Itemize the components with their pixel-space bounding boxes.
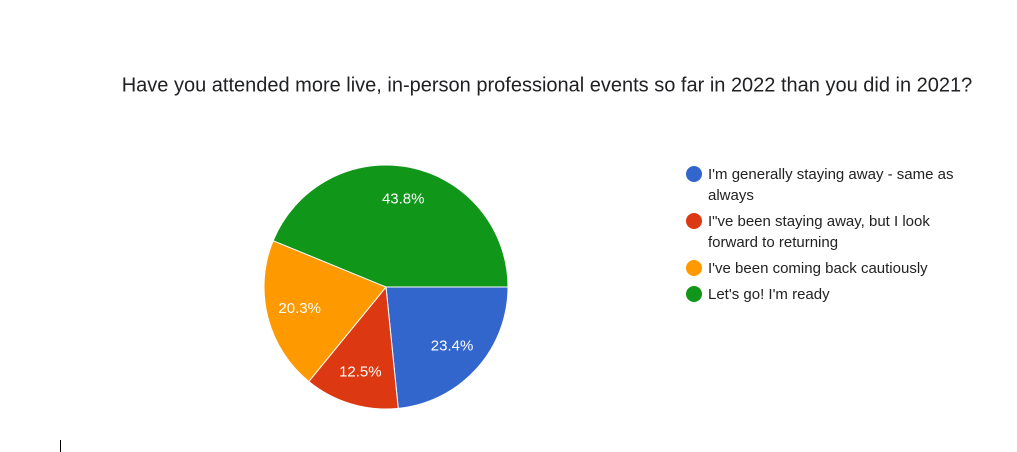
chart-title: Have you attended more live, in-person p… — [122, 74, 973, 96]
legend-item: I'm generally staying away - same as alw… — [684, 164, 984, 206]
pie-slice — [272, 164, 509, 288]
pie-slice — [263, 240, 387, 383]
legend-item: I"ve been staying away, but I look forwa… — [684, 211, 984, 253]
legend: I'm generally staying away - same as alw… — [684, 164, 984, 310]
slice-label: 43.8% — [382, 191, 425, 208]
legend-swatch — [686, 286, 702, 302]
legend-swatch — [686, 260, 702, 276]
legend-label: Let's go! I'm ready — [708, 286, 830, 303]
legend-label: I've been coming back cautiously — [708, 260, 928, 277]
legend-label: I'm generally staying away - same as alw… — [708, 166, 954, 204]
legend-item: Let's go! I'm ready — [684, 284, 984, 305]
slice-label: 23.4% — [431, 338, 474, 355]
legend-swatch — [686, 213, 702, 229]
pie-slice — [385, 286, 509, 409]
slice-label: 12.5% — [339, 363, 382, 380]
legend-label: I"ve been staying away, but I look forwa… — [708, 213, 930, 251]
legend-swatch — [686, 166, 702, 182]
slice-label: 20.3% — [278, 300, 321, 317]
legend-item: I've been coming back cautiously — [684, 258, 984, 279]
pie-slice — [308, 285, 399, 410]
